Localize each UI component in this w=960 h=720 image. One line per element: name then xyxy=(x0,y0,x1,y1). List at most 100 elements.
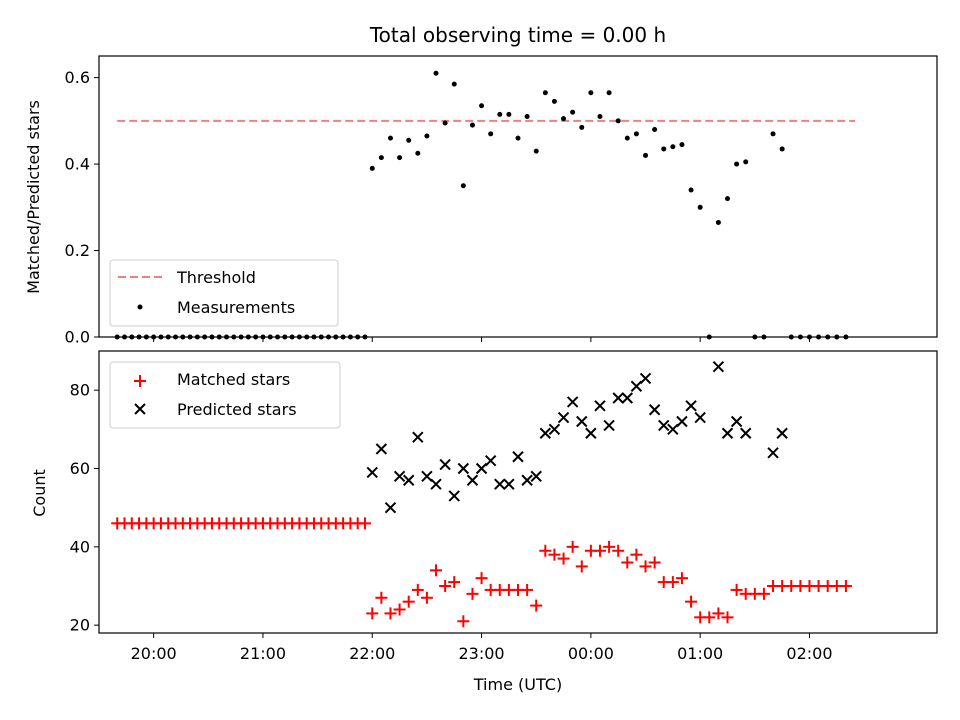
legend-predicted-swatch xyxy=(134,403,146,415)
predicted-star-point xyxy=(566,396,579,408)
matched-star-point xyxy=(521,583,534,596)
x-tick-label: 20:00 xyxy=(131,644,177,663)
bottom-plot-panel: 20 40 60 80 20:00 21:00 22:00 23:00 00:00 01:00 0… xyxy=(70,350,938,663)
measurement-point xyxy=(151,334,157,340)
bottom-y-tick-label: 80 xyxy=(70,381,90,400)
measurement-point xyxy=(761,334,767,340)
matched-star-point xyxy=(430,564,443,577)
bottom-y-tick-label: 40 xyxy=(70,537,90,556)
legend-measurements-swatch xyxy=(137,304,143,310)
predicted-star-point xyxy=(712,360,725,373)
measurement-point xyxy=(209,334,215,340)
measurement-point xyxy=(606,90,612,96)
matched-star-point xyxy=(675,572,688,585)
matched-star-point xyxy=(630,548,643,561)
measurement-point xyxy=(779,146,785,152)
measurement-point xyxy=(588,90,594,96)
measurement-point xyxy=(561,116,567,122)
measurement-point xyxy=(187,334,193,340)
top-plot-frame xyxy=(98,55,938,338)
matched-star-point xyxy=(457,615,470,628)
predicted-star-point xyxy=(484,454,497,467)
predicted-star-point xyxy=(430,478,442,490)
measurement-point xyxy=(843,334,849,340)
predicted-star-point xyxy=(594,400,606,412)
measurement-point xyxy=(451,81,457,87)
matched-star-point xyxy=(439,580,452,592)
measurement-point xyxy=(624,135,630,141)
predicted-star-point xyxy=(639,372,652,385)
bottom-legend-box xyxy=(109,361,341,429)
predicted-star-point xyxy=(521,474,533,486)
measurement-point xyxy=(460,183,466,189)
predicted-star-point xyxy=(612,392,624,404)
measurement-point xyxy=(725,196,730,202)
top-plot-panel: 0.0 0.2 0.4 0.6 xyxy=(65,55,938,347)
measurement-point xyxy=(715,219,721,225)
measurement-point xyxy=(579,124,585,130)
measurement-point xyxy=(706,334,712,340)
predicted-star-point xyxy=(767,447,779,459)
x-tick-label: 22:00 xyxy=(349,644,395,663)
matched-star-point xyxy=(358,517,371,530)
measurement-point xyxy=(267,334,273,340)
matched-star-point xyxy=(375,591,388,604)
predicted-star-point xyxy=(658,419,670,432)
matched-star-point xyxy=(721,611,734,624)
measurement-point xyxy=(806,334,812,340)
measurement-point xyxy=(652,126,658,132)
measurement-point xyxy=(469,122,475,128)
predicted-star-point xyxy=(475,462,488,475)
top-y-axis-title: Matched/Predicted stars xyxy=(24,100,43,294)
predicted-star-point xyxy=(539,427,552,439)
predicted-star-point xyxy=(740,427,752,439)
measurement-point xyxy=(260,334,266,340)
predicted-star-point xyxy=(721,427,734,439)
predicted-star-point xyxy=(676,415,688,428)
measurement-point xyxy=(136,334,142,340)
predicted-star-point xyxy=(375,443,388,455)
predicted-star-point xyxy=(503,478,515,490)
top-y-axis: 0.0 0.2 0.4 0.6 xyxy=(65,68,99,347)
measurement-point xyxy=(515,135,521,141)
matched-star-point xyxy=(475,572,488,585)
measurement-point xyxy=(340,334,346,340)
measurement-point xyxy=(202,334,208,340)
measurement-point xyxy=(597,114,603,120)
measurement-point xyxy=(488,131,494,137)
measurement-point xyxy=(318,334,324,340)
measurement-point xyxy=(282,334,288,340)
bottom-y-tick-label: 60 xyxy=(70,459,90,478)
measurement-point xyxy=(387,135,393,141)
measurement-point xyxy=(479,103,485,109)
legend-matched-swatch xyxy=(134,375,146,387)
top-y-tick-label: 0.2 xyxy=(65,241,90,260)
measurement-point xyxy=(633,131,639,137)
matched-star-point xyxy=(411,583,424,596)
matched-star-point xyxy=(666,576,679,589)
measurement-point xyxy=(194,334,200,340)
measurement-point xyxy=(173,334,179,340)
matched-star-point xyxy=(557,552,570,565)
measurement-point xyxy=(734,161,740,167)
predicted-star-point xyxy=(457,462,470,475)
matched-star-point xyxy=(712,607,725,620)
top-y-tick-label: 0.6 xyxy=(65,68,90,87)
measurement-point xyxy=(816,334,822,340)
matched-star-point xyxy=(548,548,561,561)
legend-matched-label: Matched stars xyxy=(177,370,290,389)
measurement-point xyxy=(697,204,703,210)
measurement-point xyxy=(114,334,120,340)
measurement-point xyxy=(165,334,171,340)
predicted-star-point xyxy=(685,400,697,412)
measurement-point xyxy=(415,150,421,156)
matched-star-point xyxy=(566,540,579,553)
measurement-point xyxy=(180,334,186,340)
measurement-point xyxy=(296,334,302,340)
measurement-point xyxy=(311,334,317,340)
measurement-point xyxy=(289,334,295,340)
measurement-point xyxy=(542,90,548,96)
predicted-star-point xyxy=(366,466,378,479)
matched-star-point xyxy=(575,560,588,573)
matched-star-point xyxy=(612,544,625,557)
